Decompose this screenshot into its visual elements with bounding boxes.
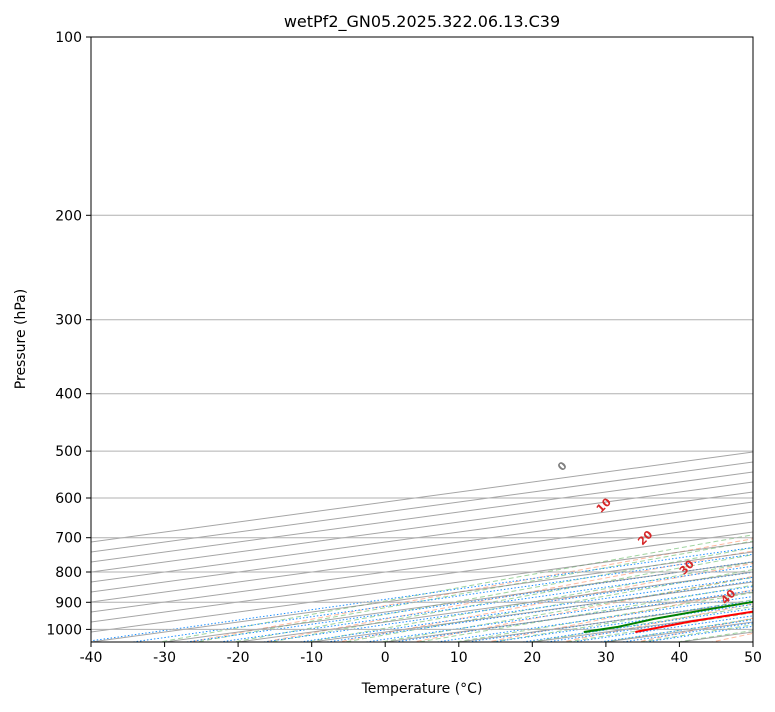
x-tick-label: 20	[523, 650, 541, 666]
y-tick-label: 200	[55, 208, 82, 224]
y-tick-label: 100	[55, 30, 82, 46]
y-tick-label: 400	[55, 387, 82, 403]
y-tick-label: 300	[55, 313, 82, 329]
y-tick-label: 500	[55, 444, 82, 460]
x-tick-label: 0	[381, 650, 390, 666]
chart-title: wetPf2_GN05.2025.322.06.13.C39	[284, 12, 560, 32]
x-tick-label: -40	[80, 650, 103, 666]
x-tick-label: -30	[153, 650, 176, 666]
x-tick-label: 50	[744, 650, 762, 666]
x-tick-label: -20	[227, 650, 250, 666]
y-tick-label: 800	[55, 565, 82, 581]
y-tick-label: 1000	[46, 622, 82, 638]
y-tick-label: 700	[55, 531, 82, 547]
x-axis-label: Temperature (°C)	[361, 681, 483, 697]
y-tick-label: 600	[55, 491, 82, 507]
y-axis-label: Pressure (hPa)	[13, 289, 29, 389]
x-tick-label: 30	[597, 650, 615, 666]
x-tick-label: 40	[670, 650, 688, 666]
x-tick-label: -10	[300, 650, 323, 666]
y-tick-label: 900	[55, 595, 82, 611]
x-tick-label: 10	[450, 650, 468, 666]
